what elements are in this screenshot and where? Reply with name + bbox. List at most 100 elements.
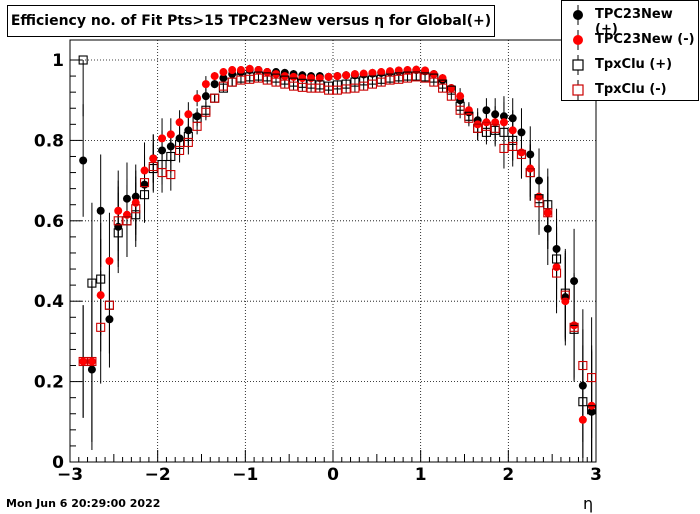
data-point-tpc23new-minus xyxy=(289,72,298,81)
data-point-tpxclu-minus xyxy=(131,204,141,214)
data-point-tpxclu-minus xyxy=(157,168,167,178)
data-point-tpxclu-minus xyxy=(446,91,456,101)
data-point-tpxclu-plus xyxy=(587,405,597,415)
x-tick-label: 1 xyxy=(415,465,427,485)
data-point-tpxclu-minus xyxy=(490,123,500,133)
data-point-tpxclu-minus xyxy=(262,75,272,85)
data-point-tpc23new-minus xyxy=(578,415,587,424)
data-point-tpc23new-minus xyxy=(552,263,561,272)
data-point-tpxclu-minus xyxy=(560,290,570,300)
data-point-tpc23new-minus xyxy=(350,70,359,79)
y-tick-label: 0.4 xyxy=(34,292,64,312)
data-point-tpxclu-plus xyxy=(499,127,509,137)
data-point-tpc23new-minus xyxy=(508,126,517,135)
data-point-tpc23new-minus xyxy=(245,64,254,73)
legend-marker-open-black xyxy=(572,55,584,75)
data-point-tpxclu-minus xyxy=(499,143,509,153)
data-point-tpxclu-minus xyxy=(525,168,535,178)
data-point-tpxclu-minus xyxy=(218,81,228,91)
data-point-tpxclu-plus xyxy=(332,80,342,90)
data-point-tpc23new-minus xyxy=(87,357,96,366)
data-point-tpc23new-minus xyxy=(438,74,447,83)
legend-entry-tpc23new-minus: TPC23New (-) xyxy=(562,28,698,52)
data-point-tpc23new-plus xyxy=(210,80,219,89)
data-point-tpc23new-minus xyxy=(324,72,333,81)
legend-label: TPC23New (+) xyxy=(595,7,673,37)
data-point-tpc23new-minus xyxy=(359,69,368,78)
legend-marker-open-red xyxy=(572,80,584,100)
data-point-tpc23new-plus xyxy=(158,146,167,155)
data-point-tpc23new-minus xyxy=(377,68,386,77)
data-point-tpxclu-minus xyxy=(113,216,123,226)
data-point-tpxclu-minus xyxy=(481,121,491,131)
data-point-tpxclu-minus xyxy=(288,81,299,91)
grid-lines xyxy=(70,40,596,462)
x-tick-label: 3 xyxy=(590,465,602,485)
data-point-tpxclu-plus xyxy=(78,55,88,65)
data-point-tpxclu-plus xyxy=(551,254,562,264)
legend-entry-tpxclu-minus: TpxClu (-) xyxy=(562,78,698,102)
data-point-tpc23new-plus xyxy=(140,180,149,189)
data-point-tpc23new-minus xyxy=(228,66,237,75)
legend-marker-filled-red xyxy=(573,30,583,50)
y-tick-label: 1 xyxy=(52,51,64,71)
data-point-tpxclu-plus xyxy=(166,151,176,162)
data-point-tpc23new-plus xyxy=(535,176,544,185)
data-point-tpxclu-minus xyxy=(297,82,307,92)
data-point-tpc23new-plus xyxy=(508,114,517,123)
data-point-tpc23new-plus xyxy=(552,244,561,253)
data-point-tpxclu-minus xyxy=(306,83,316,93)
data-point-tpxclu-minus xyxy=(429,77,439,87)
data-point-tpc23new-minus xyxy=(543,208,552,217)
data-point-tpxclu-minus xyxy=(569,322,579,332)
data-point-tpc23new-minus xyxy=(342,71,351,80)
data-point-tpc23new-minus xyxy=(491,118,500,127)
data-point-tpxclu-minus xyxy=(508,141,518,151)
x-axis-label: η xyxy=(583,494,594,513)
data-point-tpxclu-minus xyxy=(420,73,430,83)
data-point-tpxclu-plus xyxy=(350,77,360,87)
data-point-tpxclu-plus xyxy=(183,131,193,141)
data-point-tpxclu-minus xyxy=(455,105,465,115)
data-point-tpc23new-minus xyxy=(298,74,307,83)
data-point-tpc23new-minus xyxy=(96,291,105,300)
data-point-tpxclu-plus xyxy=(87,278,97,288)
data-point-tpc23new-minus xyxy=(79,357,88,366)
data-point-tpxclu-plus xyxy=(113,228,123,238)
data-point-tpc23new-plus xyxy=(114,222,123,231)
data-point-tpxclu-minus xyxy=(227,77,237,87)
data-point-tpc23new-plus xyxy=(543,224,552,233)
data-point-tpxclu-minus xyxy=(332,85,342,95)
x-tick-label: 0 xyxy=(327,465,339,485)
data-point-tpxclu-plus xyxy=(131,210,141,220)
data-point-tpc23new-plus xyxy=(175,134,184,143)
timestamp: Mon Jun 6 20:29:00 2022 xyxy=(6,497,161,510)
data-point-tpxclu-minus xyxy=(183,137,193,147)
data-point-tpxclu-minus xyxy=(578,360,588,371)
data-point-tpxclu-minus xyxy=(464,113,474,123)
data-point-tpxclu-minus xyxy=(201,107,211,117)
x-tick-label: 2 xyxy=(502,465,514,485)
data-point-tpxclu-plus xyxy=(96,274,106,284)
data-point-tpxclu-minus xyxy=(280,79,290,89)
data-point-tpc23new-plus xyxy=(105,315,114,324)
data-point-tpc23new-plus xyxy=(499,112,508,121)
data-point-tpxclu-minus xyxy=(359,81,369,91)
data-point-tpc23new-minus xyxy=(535,192,544,201)
data-point-tpxclu-plus xyxy=(446,85,456,95)
data-point-tpc23new-minus xyxy=(447,84,456,93)
data-point-tpc23new-minus xyxy=(122,210,131,219)
data-point-tpxclu-minus xyxy=(402,73,413,83)
data-point-tpc23new-plus xyxy=(570,277,579,286)
data-point-tpc23new-plus xyxy=(482,106,491,115)
legend: TPC23New (+) TPC23New (-) TpxClu (+) Tpx… xyxy=(561,0,699,101)
data-point-tpc23new-minus xyxy=(105,257,114,265)
data-point-tpc23new-minus xyxy=(219,68,228,77)
legend-label: TpxClu (+) xyxy=(595,57,673,72)
data-point-tpc23new-minus xyxy=(464,106,473,115)
x-tick-label: −1 xyxy=(232,465,258,485)
data-point-tpxclu-minus xyxy=(367,79,378,89)
data-point-tpc23new-minus xyxy=(307,74,316,83)
data-point-tpc23new-minus xyxy=(499,118,508,127)
data-point-tpxclu-minus xyxy=(385,75,395,85)
